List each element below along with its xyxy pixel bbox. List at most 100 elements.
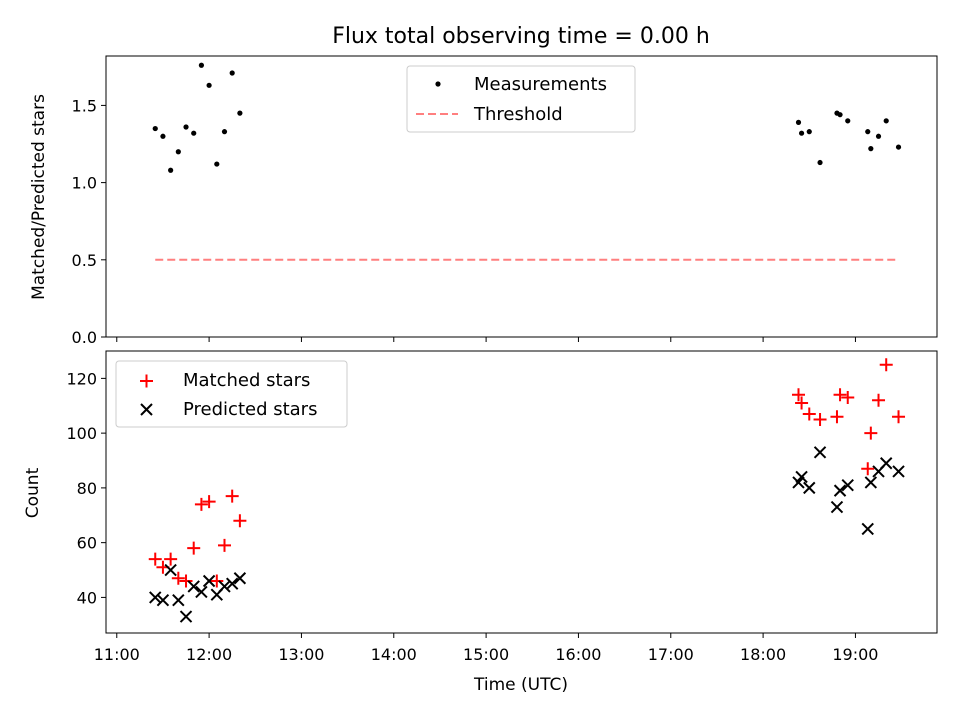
predicted-star-point — [156, 593, 170, 607]
measurement-point — [817, 159, 823, 166]
legend-matched-label: Matched stars — [183, 370, 310, 391]
bottom-x-tick-label: 12:00 — [186, 645, 232, 664]
matched-star-point — [194, 497, 208, 511]
top-y-tick-label: 0.5 — [72, 251, 97, 270]
bottom-legend: Matched stars Predicted stars — [115, 360, 348, 428]
predicted-star-point — [218, 580, 231, 593]
measurement-point — [160, 133, 166, 139]
matched-star-point — [802, 407, 816, 421]
measurement-point — [883, 118, 889, 124]
bottom-legend-box — [115, 360, 348, 428]
bottom-y-ticks: 40 60 80 100 120 — [66, 369, 106, 607]
matched-star-point — [879, 358, 893, 372]
predicted-star-point — [861, 522, 874, 536]
predicted-star-point — [172, 593, 185, 607]
legend-threshold-label: Threshold — [473, 104, 563, 125]
top-y-ticks: 0.0 0.5 1.0 1.5 — [72, 96, 106, 347]
measurement-point — [183, 124, 189, 130]
bottom-x-tick-label: 11:00 — [94, 645, 140, 664]
matched-star-point — [202, 495, 216, 509]
bottom-plot-area — [148, 358, 906, 623]
matched-star-point — [892, 410, 906, 424]
legend-predicted-marker — [140, 403, 153, 416]
bottom-x-tick-label: 17:00 — [648, 645, 694, 664]
predicted-star-point — [225, 577, 239, 590]
matched-star-point — [833, 388, 847, 402]
measurement-point — [895, 144, 902, 150]
bottom-y-tick-label: 120 — [66, 369, 97, 388]
measurement-point — [875, 133, 882, 139]
top-legend-box — [406, 65, 636, 133]
predicted-star-point — [813, 446, 827, 459]
chart-title: Flux total observing time = 0.00 h — [332, 24, 710, 49]
matched-star-point — [217, 538, 231, 552]
predicted-star-point — [202, 574, 216, 588]
predicted-star-point — [830, 500, 844, 514]
bottom-y-axis-label: Count — [23, 467, 43, 518]
bottom-x-ticks: 11:00 12:00 13:00 14:00 15:00 16:00 17:00 18:00… — [94, 633, 878, 664]
measurement-point — [152, 125, 158, 132]
predicted-star-point — [233, 572, 247, 585]
predicted-star-point — [179, 610, 193, 623]
measurement-point — [795, 119, 802, 125]
predicted-star-point — [187, 580, 200, 593]
measurement-point — [229, 70, 235, 76]
bottom-x-tick-label: 15:00 — [463, 645, 509, 664]
predicted-star-point — [803, 481, 816, 495]
predicted-star-point — [864, 476, 878, 489]
predicted-star-point — [164, 563, 177, 577]
matched-star-point — [179, 574, 193, 588]
bottom-x-tick-label: 19:00 — [832, 645, 878, 664]
top-axes-frame — [105, 55, 938, 338]
measurement-point — [168, 167, 174, 173]
measurement-point — [198, 62, 205, 68]
matched-star-point — [813, 412, 827, 426]
measurement-point — [845, 118, 851, 124]
bottom-x-tick-label: 13:00 — [278, 645, 324, 664]
measurement-point — [237, 110, 243, 116]
legend-measurements-marker — [435, 81, 441, 87]
matched-star-point — [841, 391, 855, 405]
measurement-point — [837, 112, 843, 118]
matched-star-point — [792, 388, 805, 402]
matched-star-point — [233, 514, 247, 528]
predicted-star-point — [149, 591, 162, 604]
predicted-star-point — [880, 457, 893, 470]
x-axis-label: Time (UTC) — [473, 675, 568, 695]
matched-star-point — [861, 462, 875, 476]
matched-star-point — [187, 541, 201, 555]
top-y-tick-label: 1.5 — [72, 96, 97, 115]
bottom-x-tick-label: 18:00 — [740, 645, 786, 664]
matched-star-point — [872, 393, 886, 407]
top-y-axis-label: Matched/Predicted stars — [29, 94, 49, 300]
predicted-star-point — [892, 465, 905, 478]
bottom-x-tick-label: 16:00 — [555, 645, 601, 664]
matched-star-point — [795, 396, 809, 410]
top-y-tick-label: 1.0 — [72, 174, 97, 193]
top-y-tick-label: 0.0 — [72, 328, 97, 347]
bottom-y-tick-label: 60 — [77, 534, 97, 553]
measurement-point — [806, 129, 812, 135]
bottom-axes-frame — [105, 350, 938, 634]
measurement-point — [214, 161, 220, 167]
measurement-point — [175, 149, 181, 155]
predicted-star-point — [833, 484, 847, 497]
top-legend: Measurements Threshold — [406, 65, 636, 133]
measurement-point — [868, 146, 874, 152]
matched-star-point — [225, 489, 239, 503]
bottom-panel: Count Time (UTC) 40 60 80 100 120 11:00 12:00… — [23, 350, 938, 695]
bottom-y-tick-label: 40 — [77, 588, 97, 607]
predicted-star-point — [195, 585, 208, 599]
legend-measurements-label: Measurements — [474, 74, 607, 95]
matched-star-point — [830, 410, 844, 424]
bottom-x-tick-label: 14:00 — [371, 645, 417, 664]
matched-star-point — [164, 552, 178, 566]
matched-star-point — [210, 574, 224, 588]
bottom-y-tick-label: 100 — [66, 424, 97, 443]
measurement-point — [865, 129, 871, 135]
measurement-point — [221, 129, 228, 135]
bottom-y-tick-label: 80 — [77, 479, 97, 498]
measurement-point — [798, 130, 805, 136]
predicted-star-point — [841, 478, 854, 492]
predicted-star-point — [795, 470, 808, 484]
